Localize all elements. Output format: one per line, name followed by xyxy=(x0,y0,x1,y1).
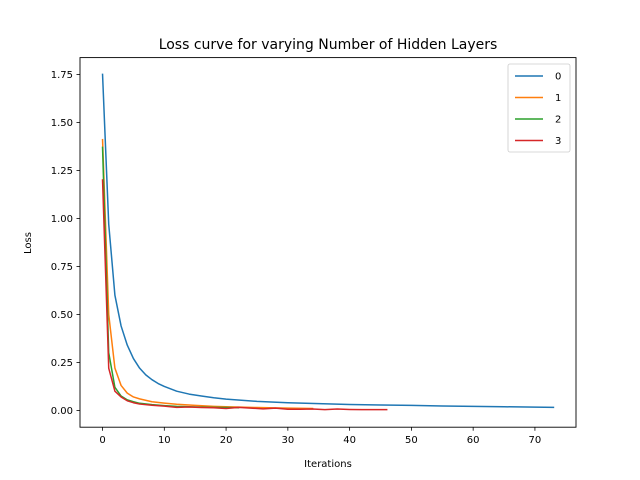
y-tick-label: 0.00 xyxy=(51,406,73,417)
series-line-2 xyxy=(101,146,240,409)
y-tick-label: 1.75 xyxy=(51,70,73,81)
plot-lines xyxy=(101,73,555,411)
series-line-0 xyxy=(101,73,555,409)
chart-title: Loss curve for varying Number of Hidden … xyxy=(159,37,498,53)
legend-label-2: 2 xyxy=(555,115,561,126)
y-tick-label: 0.50 xyxy=(51,310,73,321)
x-tick-label: 50 xyxy=(405,435,418,446)
y-tick-label: 1.50 xyxy=(51,118,73,129)
x-axis-label: Iterations xyxy=(304,459,352,470)
x-tick-label: 30 xyxy=(281,435,294,446)
x-tick-label: 70 xyxy=(529,435,542,446)
legend-label-0: 0 xyxy=(555,72,561,83)
y-tick-label: 0.25 xyxy=(51,358,73,369)
plot-frame xyxy=(79,57,577,428)
x-tick-label: 10 xyxy=(158,435,171,446)
series-line-3 xyxy=(101,179,388,411)
legend-label-1: 1 xyxy=(555,93,561,104)
y-tick-label: 1.00 xyxy=(51,214,73,225)
y-axis-label: Loss xyxy=(23,232,34,254)
x-tick-label: 60 xyxy=(467,435,480,446)
x-tick-label: 20 xyxy=(220,435,233,446)
x-tick-label: 0 xyxy=(99,435,105,446)
y-tick-label: 0.75 xyxy=(51,262,73,273)
legend-label-3: 3 xyxy=(555,136,561,147)
y-tick-label: 1.25 xyxy=(51,166,73,177)
x-tick-label: 40 xyxy=(343,435,356,446)
series-line-1 xyxy=(101,138,314,410)
legend-box xyxy=(507,63,571,153)
x-axis-ticks: 0 10 20 30 40 50 60 70 xyxy=(99,427,541,446)
y-axis-ticks: 0.00 0.25 0.50 0.75 1.00 1.25 1.50 1.75 xyxy=(51,70,80,417)
legend: 0 1 2 3 xyxy=(507,63,571,153)
